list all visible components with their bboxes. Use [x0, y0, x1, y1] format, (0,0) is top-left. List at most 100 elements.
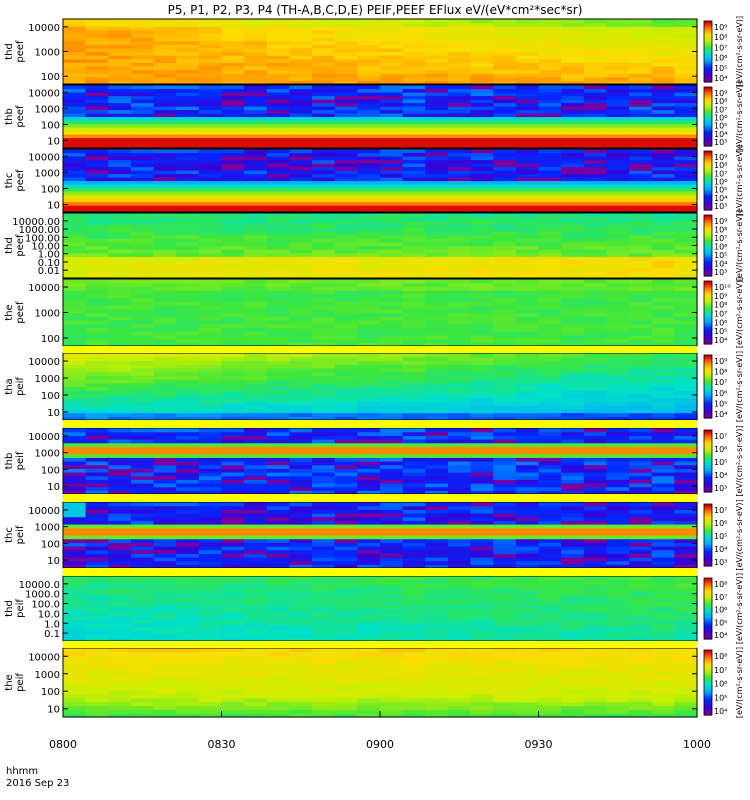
heatmap-cell	[470, 579, 494, 584]
heatmap-cell	[198, 637, 223, 642]
heatmap-cell	[515, 637, 540, 642]
heatmap-cell	[470, 156, 494, 161]
heatmap-cell	[651, 88, 675, 93]
heatmap-cell	[606, 633, 630, 638]
colorbar-tick-label: 10⁹	[714, 292, 727, 301]
heatmap-cell	[153, 535, 177, 540]
heatmap-cell	[447, 26, 472, 31]
heatmap-cell	[198, 109, 223, 114]
heatmap-cell	[312, 216, 336, 221]
heatmap-cell	[538, 144, 562, 149]
colorbar-segment	[704, 158, 712, 161]
heatmap-cell	[334, 590, 358, 595]
colorbar-segment	[704, 53, 712, 56]
colorbar-segment	[704, 208, 712, 211]
heatmap-cell	[402, 290, 426, 295]
heatmap-cell	[244, 453, 268, 458]
heatmap-cell	[266, 453, 291, 458]
heatmap-cell	[244, 234, 268, 239]
heatmap-cell	[221, 386, 245, 391]
heatmap-cell	[198, 331, 223, 336]
heatmap-cell	[357, 397, 381, 402]
heatmap-cell	[629, 520, 653, 525]
heatmap-cell	[493, 490, 517, 495]
heatmap-cell	[266, 33, 291, 38]
heatmap-cell	[651, 535, 675, 540]
heatmap-cell	[130, 170, 155, 175]
heatmap-cell	[244, 33, 268, 38]
colorbar-segment	[704, 34, 712, 37]
heatmap-cell	[266, 22, 291, 27]
heatmap-cell	[538, 549, 562, 554]
heatmap-cell	[357, 213, 381, 218]
heatmap-cell	[674, 439, 698, 444]
heatmap-cell	[153, 245, 177, 250]
heatmap-cell	[651, 106, 675, 111]
heatmap-cell	[153, 120, 177, 125]
heatmap-cell	[266, 479, 291, 484]
heatmap-cell	[357, 553, 381, 558]
heatmap-cell	[470, 47, 494, 53]
colorbar-segment	[704, 222, 712, 225]
heatmap-cell	[651, 201, 675, 206]
heatmap-cell	[312, 40, 336, 45]
heatmap-cell	[515, 461, 540, 466]
heatmap-cell	[312, 213, 336, 218]
heatmap-cell	[198, 490, 223, 495]
heatmap-cell	[651, 252, 675, 257]
heatmap-cell	[425, 393, 449, 399]
heatmap-cell	[629, 553, 653, 558]
heatmap-cell	[221, 216, 245, 221]
heatmap-cell	[198, 245, 223, 250]
heatmap-cell	[380, 502, 404, 507]
heatmap-cell	[651, 134, 675, 139]
heatmap-cell	[380, 505, 404, 510]
heatmap-cell	[402, 245, 426, 250]
heatmap-cell	[312, 113, 336, 118]
heatmap-cell	[515, 538, 540, 543]
heatmap-cell	[470, 22, 494, 27]
heatmap-cell	[108, 127, 132, 132]
heatmap-cell	[176, 615, 200, 620]
heatmap-cell	[425, 44, 449, 49]
heatmap-cell	[85, 553, 109, 558]
heatmap-cell	[130, 297, 155, 302]
heatmap-cell	[380, 553, 404, 558]
heatmap-cell	[153, 95, 177, 100]
heatmap-cell	[380, 113, 404, 118]
heatmap-cell	[289, 58, 313, 63]
heatmap-cell	[130, 557, 155, 562]
heatmap-cell	[561, 416, 585, 421]
heatmap-cell	[470, 201, 494, 206]
heatmap-cell	[266, 576, 291, 581]
heatmap-cell	[108, 29, 132, 35]
colorbar-segment	[704, 547, 712, 550]
heatmap-cell	[221, 604, 245, 610]
colorbar-segment	[704, 383, 712, 386]
heatmap-cell	[312, 464, 336, 469]
heatmap-cell	[402, 223, 426, 229]
heatmap-cell	[561, 612, 585, 617]
heatmap-cell	[266, 286, 291, 291]
heatmap-cell	[425, 29, 449, 35]
heatmap-cell	[538, 619, 562, 624]
heatmap-cell	[63, 37, 87, 42]
heatmap-cell	[425, 386, 449, 391]
heatmap-cell	[515, 116, 540, 121]
heatmap-cell	[108, 170, 132, 175]
heatmap-cell	[515, 33, 540, 38]
heatmap-cell	[63, 191, 87, 196]
heatmap-cell	[583, 513, 608, 518]
heatmap-cell	[425, 141, 449, 146]
heatmap-cell	[538, 590, 562, 595]
heatmap-cell	[334, 19, 358, 24]
heatmap-cell	[425, 594, 449, 599]
heatmap-cell	[176, 205, 200, 210]
heatmap-cell	[108, 619, 132, 624]
heatmap-cell	[334, 379, 358, 384]
heatmap-cell	[561, 180, 585, 185]
heatmap-cell	[244, 524, 268, 529]
heatmap-cell	[515, 22, 540, 27]
colorbar-segment	[704, 63, 712, 66]
heatmap-cell	[583, 249, 608, 254]
